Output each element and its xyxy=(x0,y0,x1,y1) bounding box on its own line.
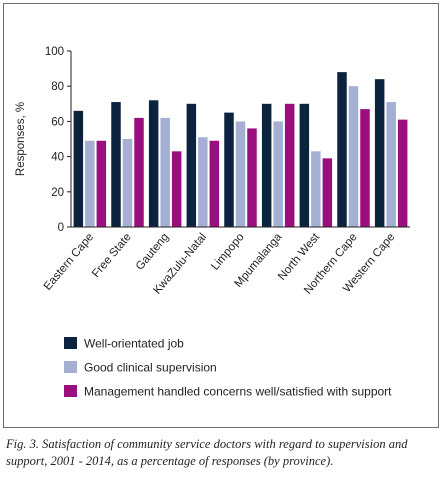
bar xyxy=(374,79,385,227)
bar xyxy=(122,139,133,227)
bar xyxy=(96,140,107,227)
y-tick-label: 80 xyxy=(51,81,64,93)
y-axis-label: Responses, % xyxy=(15,102,27,176)
bar xyxy=(247,128,257,227)
bar-chart: 0 20 40 60 80 100 Responses, % Eastern CapeFr… xyxy=(15,46,410,399)
bar xyxy=(386,102,396,227)
bar xyxy=(348,86,359,227)
legend-swatch xyxy=(64,337,77,349)
legend-label: Good clinical supervision xyxy=(84,361,217,375)
y-tick-label: 100 xyxy=(45,46,64,58)
bar xyxy=(273,121,283,227)
x-tick-label: Eastern Cape xyxy=(42,231,96,293)
bar xyxy=(209,140,220,227)
legend-swatch xyxy=(64,361,77,373)
x-tick-label: Limpopo xyxy=(209,231,247,273)
figure-caption: Fig. 3. Satisfaction of community servic… xyxy=(6,437,408,468)
bar xyxy=(85,140,95,227)
legend: Well-orientated job Good clinical supervi… xyxy=(64,337,392,399)
x-tick-label: Gauteng xyxy=(134,231,172,273)
legend-label: Management handled concerns well/satisfi… xyxy=(84,385,392,399)
bar xyxy=(111,102,121,227)
bar xyxy=(235,121,246,227)
figure-frame xyxy=(3,3,439,428)
bar xyxy=(261,103,272,227)
bar xyxy=(224,112,234,227)
bar xyxy=(299,103,310,227)
bar xyxy=(322,158,333,227)
y-tick-label: 60 xyxy=(51,116,64,128)
bar xyxy=(73,110,84,227)
x-tick-label: Free State xyxy=(90,231,134,280)
y-axis-ticks: 0 20 40 60 80 100 xyxy=(45,46,71,234)
bar xyxy=(198,137,208,227)
bar xyxy=(171,151,182,227)
bar xyxy=(397,119,408,227)
bar xyxy=(186,103,197,227)
bars xyxy=(73,72,408,228)
bar xyxy=(311,151,321,227)
bar xyxy=(148,100,159,227)
y-tick-label: 0 xyxy=(58,222,64,234)
legend-swatch xyxy=(64,385,77,397)
bar xyxy=(337,72,347,228)
legend-label: Well-orientated job xyxy=(84,337,184,351)
bar xyxy=(134,117,144,227)
y-tick-label: 40 xyxy=(51,152,64,164)
bar xyxy=(284,103,295,227)
bar xyxy=(360,109,370,227)
bar xyxy=(160,117,170,227)
y-tick-label: 20 xyxy=(51,187,64,199)
